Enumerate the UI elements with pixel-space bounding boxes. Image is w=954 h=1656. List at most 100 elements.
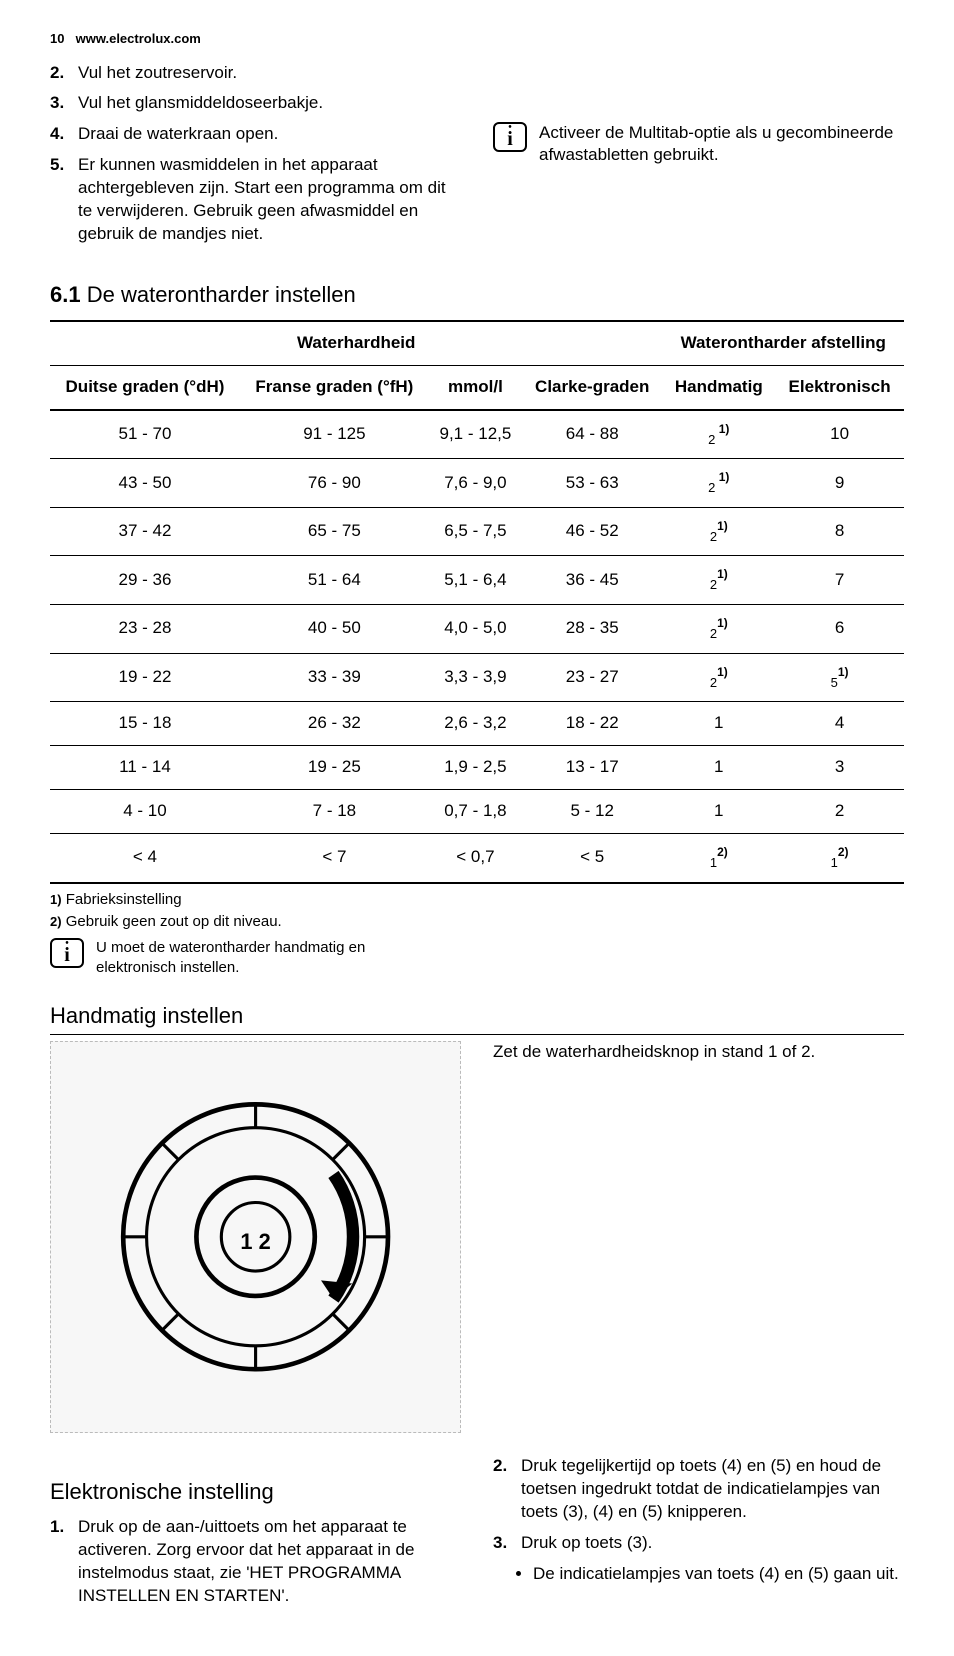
table-cell: 23 - 27	[522, 653, 662, 702]
footnote: 2) Gebruik geen zout op dit niveau.	[50, 912, 904, 932]
electronic-list-right: 2.Druk tegelijkertijd op toets (4) en (5…	[493, 1455, 904, 1555]
table-row: 43 - 5076 - 907,6 - 9,053 - 632 1)9	[50, 459, 904, 508]
bullet-item: De indicatielampjes van toets (4) en (5)…	[533, 1563, 904, 1586]
table-cell-hand: 12)	[662, 834, 775, 883]
col-header: Clarke-graden	[522, 365, 662, 409]
table-row: 51 - 7091 - 1259,1 - 12,564 - 882 1)10	[50, 410, 904, 459]
table-cell: < 5	[522, 834, 662, 883]
electronic-left: Elektronische instelling 1.Druk op de aa…	[50, 1455, 461, 1616]
subsection-manual: Handmatig instellen	[50, 1001, 904, 1036]
list-text: Draai de waterkraan open.	[78, 124, 278, 143]
dial-icon: 1 2	[92, 1081, 419, 1393]
table-cell-hand: 21)	[662, 507, 775, 556]
info-icon: i	[493, 122, 527, 152]
table-cell: 18 - 22	[522, 702, 662, 746]
table-cell: 9,1 - 12,5	[429, 410, 522, 459]
table-row: 15 - 1826 - 322,6 - 3,218 - 2214	[50, 702, 904, 746]
list-text: Druk tegelijkertijd op toets (4) en (5) …	[521, 1456, 881, 1521]
col-header: mmol/l	[429, 365, 522, 409]
table-cell-hand: 21)	[662, 653, 775, 702]
page-header: 10 www.electrolux.com	[50, 30, 904, 48]
list-item: 3.Druk op toets (3).	[521, 1532, 904, 1555]
intro-col-left: 2.Vul het zoutreservoir. 3.Vul het glans…	[50, 62, 461, 255]
list-item: 2.Vul het zoutreservoir.	[78, 62, 461, 85]
table-cell: 5 - 12	[522, 790, 662, 834]
table-cell: 19 - 22	[50, 653, 240, 702]
table-row: 11 - 1419 - 251,9 - 2,513 - 1713	[50, 746, 904, 790]
section-heading-6-1: 6.1 De waterontharder instellen	[50, 280, 904, 310]
table-cell: 4 - 10	[50, 790, 240, 834]
table-cell-elek: 2	[775, 790, 904, 834]
table-row: 4 - 107 - 180,7 - 1,85 - 1212	[50, 790, 904, 834]
table-cell: 76 - 90	[240, 459, 429, 508]
water-hardness-table: Waterhardheid Waterontharder afstelling …	[50, 320, 904, 884]
page-number: 10	[50, 30, 72, 48]
col-header: Handmatig	[662, 365, 775, 409]
table-cell-elek: 3	[775, 746, 904, 790]
col-header: Duitse graden (°dH)	[50, 365, 240, 409]
list-text: Druk op toets (3).	[521, 1533, 652, 1552]
table-cell: 65 - 75	[240, 507, 429, 556]
table-cell: 40 - 50	[240, 605, 429, 654]
table-cell: 51 - 64	[240, 556, 429, 605]
table-cell-hand: 2 1)	[662, 410, 775, 459]
electronic-list-left: 1.Druk op de aan-/uittoets om het appara…	[50, 1516, 461, 1608]
table-cell-elek: 8	[775, 507, 904, 556]
table-cell: 29 - 36	[50, 556, 240, 605]
footnote: 1) Fabrieksinstelling	[50, 890, 904, 910]
table-cell: 33 - 39	[240, 653, 429, 702]
table-cell-elek: 6	[775, 605, 904, 654]
intro-col-right: i Activeer de Multitab-optie als u gecom…	[493, 62, 904, 255]
table-cell: < 0,7	[429, 834, 522, 883]
table-cell: 6,5 - 7,5	[429, 507, 522, 556]
intro-list: 2.Vul het zoutreservoir. 3.Vul het glans…	[50, 62, 461, 247]
table-cell: 4,0 - 5,0	[429, 605, 522, 654]
table-row: 19 - 2233 - 393,3 - 3,923 - 2721)51)	[50, 653, 904, 702]
table-row: 23 - 2840 - 504,0 - 5,028 - 3521)6	[50, 605, 904, 654]
table-cell-hand: 21)	[662, 556, 775, 605]
table-cell-elek: 7	[775, 556, 904, 605]
table-cell-elek: 10	[775, 410, 904, 459]
col-header: Franse graden (°fH)	[240, 365, 429, 409]
subsection-electronic: Elektronische instelling	[50, 1477, 461, 1511]
list-text: Druk op de aan-/uittoets om het apparaat…	[78, 1517, 414, 1605]
list-text: Vul het glansmiddeldoseerbakje.	[78, 93, 323, 112]
list-item: 1.Druk op de aan-/uittoets om het appara…	[78, 1516, 461, 1608]
table-footnotes: 1) Fabrieksinstelling 2) Gebruik geen zo…	[50, 890, 904, 979]
table-cell: 23 - 28	[50, 605, 240, 654]
table-cell: 46 - 52	[522, 507, 662, 556]
table-cell: 5,1 - 6,4	[429, 556, 522, 605]
table-cell-hand: 1	[662, 746, 775, 790]
list-text: Er kunnen wasmiddelen in het apparaat ac…	[78, 155, 446, 243]
list-text: Vul het zoutreservoir.	[78, 63, 237, 82]
table-cell: 51 - 70	[50, 410, 240, 459]
electronic-sub-bullets: De indicatielampjes van toets (4) en (5)…	[493, 1563, 904, 1586]
table-cell: 91 - 125	[240, 410, 429, 459]
table-cell: < 4	[50, 834, 240, 883]
manual-text: Zet de waterhardheidsknop in stand 1 of …	[493, 1041, 904, 1064]
info-text: Activeer de Multitab-optie als u gecombi…	[539, 122, 904, 168]
table-cell: 0,7 - 1,8	[429, 790, 522, 834]
table-cell: 15 - 18	[50, 702, 240, 746]
table-cell-elek: 4	[775, 702, 904, 746]
table-cell: 26 - 32	[240, 702, 429, 746]
table-row: 37 - 4265 - 756,5 - 7,546 - 5221)8	[50, 507, 904, 556]
list-item: 3.Vul het glansmiddeldoseerbakje.	[78, 92, 461, 115]
table-row: 29 - 3651 - 645,1 - 6,436 - 4521)7	[50, 556, 904, 605]
col-header: Elektronisch	[775, 365, 904, 409]
table-cell: 19 - 25	[240, 746, 429, 790]
intro-columns: 2.Vul het zoutreservoir. 3.Vul het glans…	[50, 62, 904, 255]
table-cell: 43 - 50	[50, 459, 240, 508]
table-row: < 4< 7< 0,7< 512)12)	[50, 834, 904, 883]
footnote-info-text: U moet de waterontharder handmatig en el…	[96, 938, 396, 979]
table-cell-elek: 12)	[775, 834, 904, 883]
list-item: 2.Druk tegelijkertijd op toets (4) en (5…	[521, 1455, 904, 1524]
table-cell-elek: 9	[775, 459, 904, 508]
table-cell: 2,6 - 3,2	[429, 702, 522, 746]
table-cell: 1,9 - 2,5	[429, 746, 522, 790]
manual-figure-col: 1 2	[50, 1041, 461, 1444]
thead-group-softener: Waterontharder afstelling	[662, 321, 904, 365]
list-item: 5.Er kunnen wasmiddelen in het apparaat …	[78, 154, 461, 246]
table-cell: 28 - 35	[522, 605, 662, 654]
table-cell: 7 - 18	[240, 790, 429, 834]
